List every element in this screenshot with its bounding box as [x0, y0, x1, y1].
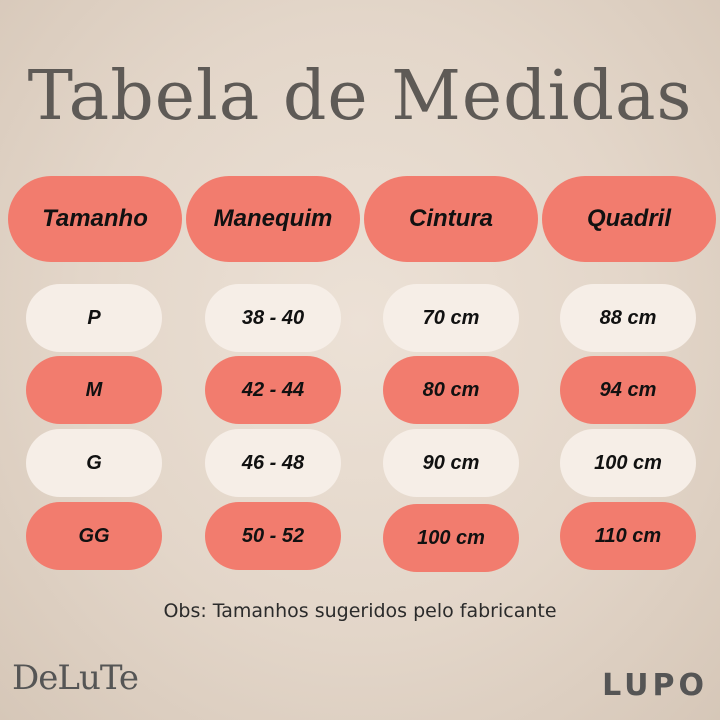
delute-logo: DeLuTe: [12, 658, 139, 698]
header-manequim: Manequim: [186, 176, 360, 262]
size-p-cintura: 70 cm: [383, 284, 519, 352]
size-gg-quadril: 110 cm: [560, 502, 696, 570]
size-g-quadril: 100 cm: [560, 429, 696, 497]
size-g-tamanho: G: [26, 429, 162, 497]
size-m-quadril: 94 cm: [560, 356, 696, 424]
header-tamanho: Tamanho: [8, 176, 182, 262]
size-p-quadril: 88 cm: [560, 284, 696, 352]
size-gg-cintura: 100 cm: [383, 504, 519, 572]
header-quadril: Quadril: [542, 176, 716, 262]
size-p-manequim: 38 - 40: [205, 284, 341, 352]
size-note: Obs: Tamanhos sugeridos pelo fabricante: [163, 600, 557, 622]
size-g-cintura: 90 cm: [383, 429, 519, 497]
size-m-manequim: 42 - 44: [205, 356, 341, 424]
size-gg-tamanho: GG: [26, 502, 162, 570]
size-m-cintura: 80 cm: [383, 356, 519, 424]
lupo-logo: LUPO: [602, 668, 708, 703]
size-g-manequim: 46 - 48: [205, 429, 341, 497]
header-cintura: Cintura: [364, 176, 538, 262]
page-title: Tabela de Medidas: [27, 57, 693, 136]
size-gg-manequim: 50 - 52: [205, 502, 341, 570]
size-m-tamanho: M: [26, 356, 162, 424]
size-p-tamanho: P: [26, 284, 162, 352]
